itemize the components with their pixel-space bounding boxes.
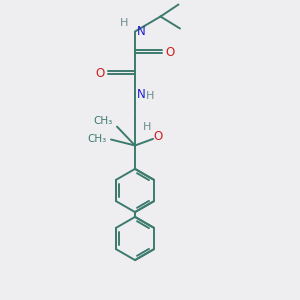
Text: CH₃: CH₃ (87, 134, 106, 145)
Text: N: N (136, 88, 145, 101)
Text: N: N (136, 25, 145, 38)
Text: H: H (143, 122, 151, 133)
Text: H: H (120, 18, 129, 28)
Text: H: H (146, 91, 154, 101)
Text: O: O (166, 46, 175, 59)
Text: CH₃: CH₃ (93, 116, 112, 126)
Text: O: O (153, 130, 162, 143)
Text: O: O (95, 67, 104, 80)
